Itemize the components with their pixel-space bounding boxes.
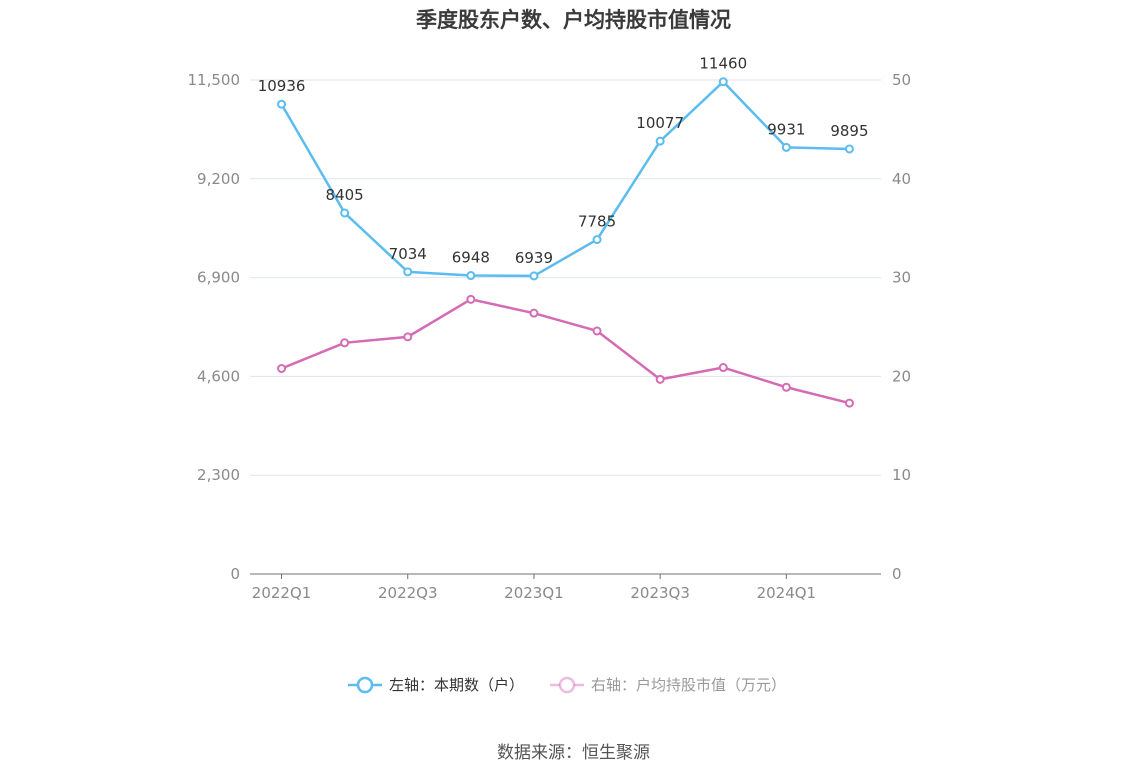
data-label: 10077 [636, 114, 684, 132]
y-left-tick-label: 4,600 [197, 367, 240, 385]
x-tick-label: 2023Q1 [504, 584, 564, 602]
y-left-tick-label: 6,900 [197, 269, 240, 287]
data-label: 6948 [452, 249, 490, 267]
x-tick-label: 2022Q3 [378, 584, 438, 602]
legend-marker-1 [558, 676, 576, 694]
y-left-tick-label: 2,300 [197, 466, 240, 484]
series-line-0 [280, 80, 850, 278]
y-right-tick-label: 10 [892, 466, 911, 484]
data-point [592, 326, 602, 336]
data-point [403, 332, 413, 342]
data-point [718, 77, 728, 87]
source-note: 数据来源：恒生聚源 [497, 743, 650, 763]
x-tick-label: 2022Q1 [252, 584, 312, 602]
legend: 左轴：本期数（户） 右轴：户均持股市值（万元） [348, 676, 786, 694]
x-tick-label: 2024Q1 [757, 584, 817, 602]
data-point [655, 136, 665, 146]
data-point [466, 294, 476, 304]
y-right-tick-label: 50 [892, 71, 911, 89]
data-point [592, 235, 602, 245]
data-point [340, 338, 350, 348]
data-point [277, 99, 287, 109]
legend-label-1: 右轴：户均持股市值（万元） [591, 676, 786, 694]
data-point [781, 142, 791, 152]
y-right-tick-label: 30 [892, 269, 911, 287]
chart-title: 季度股东户数、户均持股市值情况 [416, 8, 731, 32]
data-point [529, 308, 539, 318]
data-point [466, 271, 476, 281]
data-point [340, 208, 350, 218]
data-label: 8405 [326, 186, 364, 204]
data-point [277, 363, 287, 373]
data-point [844, 398, 854, 408]
data-point [718, 363, 728, 373]
y-left-tick-label: 0 [230, 565, 240, 583]
data-label: 11460 [699, 55, 747, 73]
y-left-tick-label: 9,200 [197, 170, 240, 188]
series-line-1 [281, 298, 850, 405]
data-label: 9931 [767, 120, 805, 138]
series-lines [277, 77, 854, 408]
axes: 0 2,300 4,600 6,900 9,200 11,500 0 10 20 30 40 50 20… [188, 71, 912, 602]
legend-marker-0 [356, 676, 374, 694]
data-point [655, 374, 665, 384]
data-label: 7785 [578, 213, 616, 231]
data-point [781, 382, 791, 392]
data-point [844, 144, 854, 154]
data-point [403, 267, 413, 277]
data-label: 6939 [515, 249, 553, 267]
y-right-tick-label: 0 [892, 565, 902, 583]
data-label: 10936 [258, 77, 306, 95]
x-tick-label: 2023Q3 [630, 584, 690, 602]
y-right-tick-label: 40 [892, 170, 911, 188]
y-right-tick-label: 20 [892, 367, 911, 385]
data-labels: 10936 8405 7034 6948 6939 7785 10077 11460 9931 9… [258, 55, 869, 267]
y-left-tick-label: 11,500 [188, 71, 241, 89]
grid-lines [250, 79, 881, 476]
data-point [529, 271, 539, 281]
legend-label-0: 左轴：本期数（户） [389, 676, 524, 694]
data-label: 7034 [389, 245, 427, 263]
data-label: 9895 [830, 122, 868, 140]
